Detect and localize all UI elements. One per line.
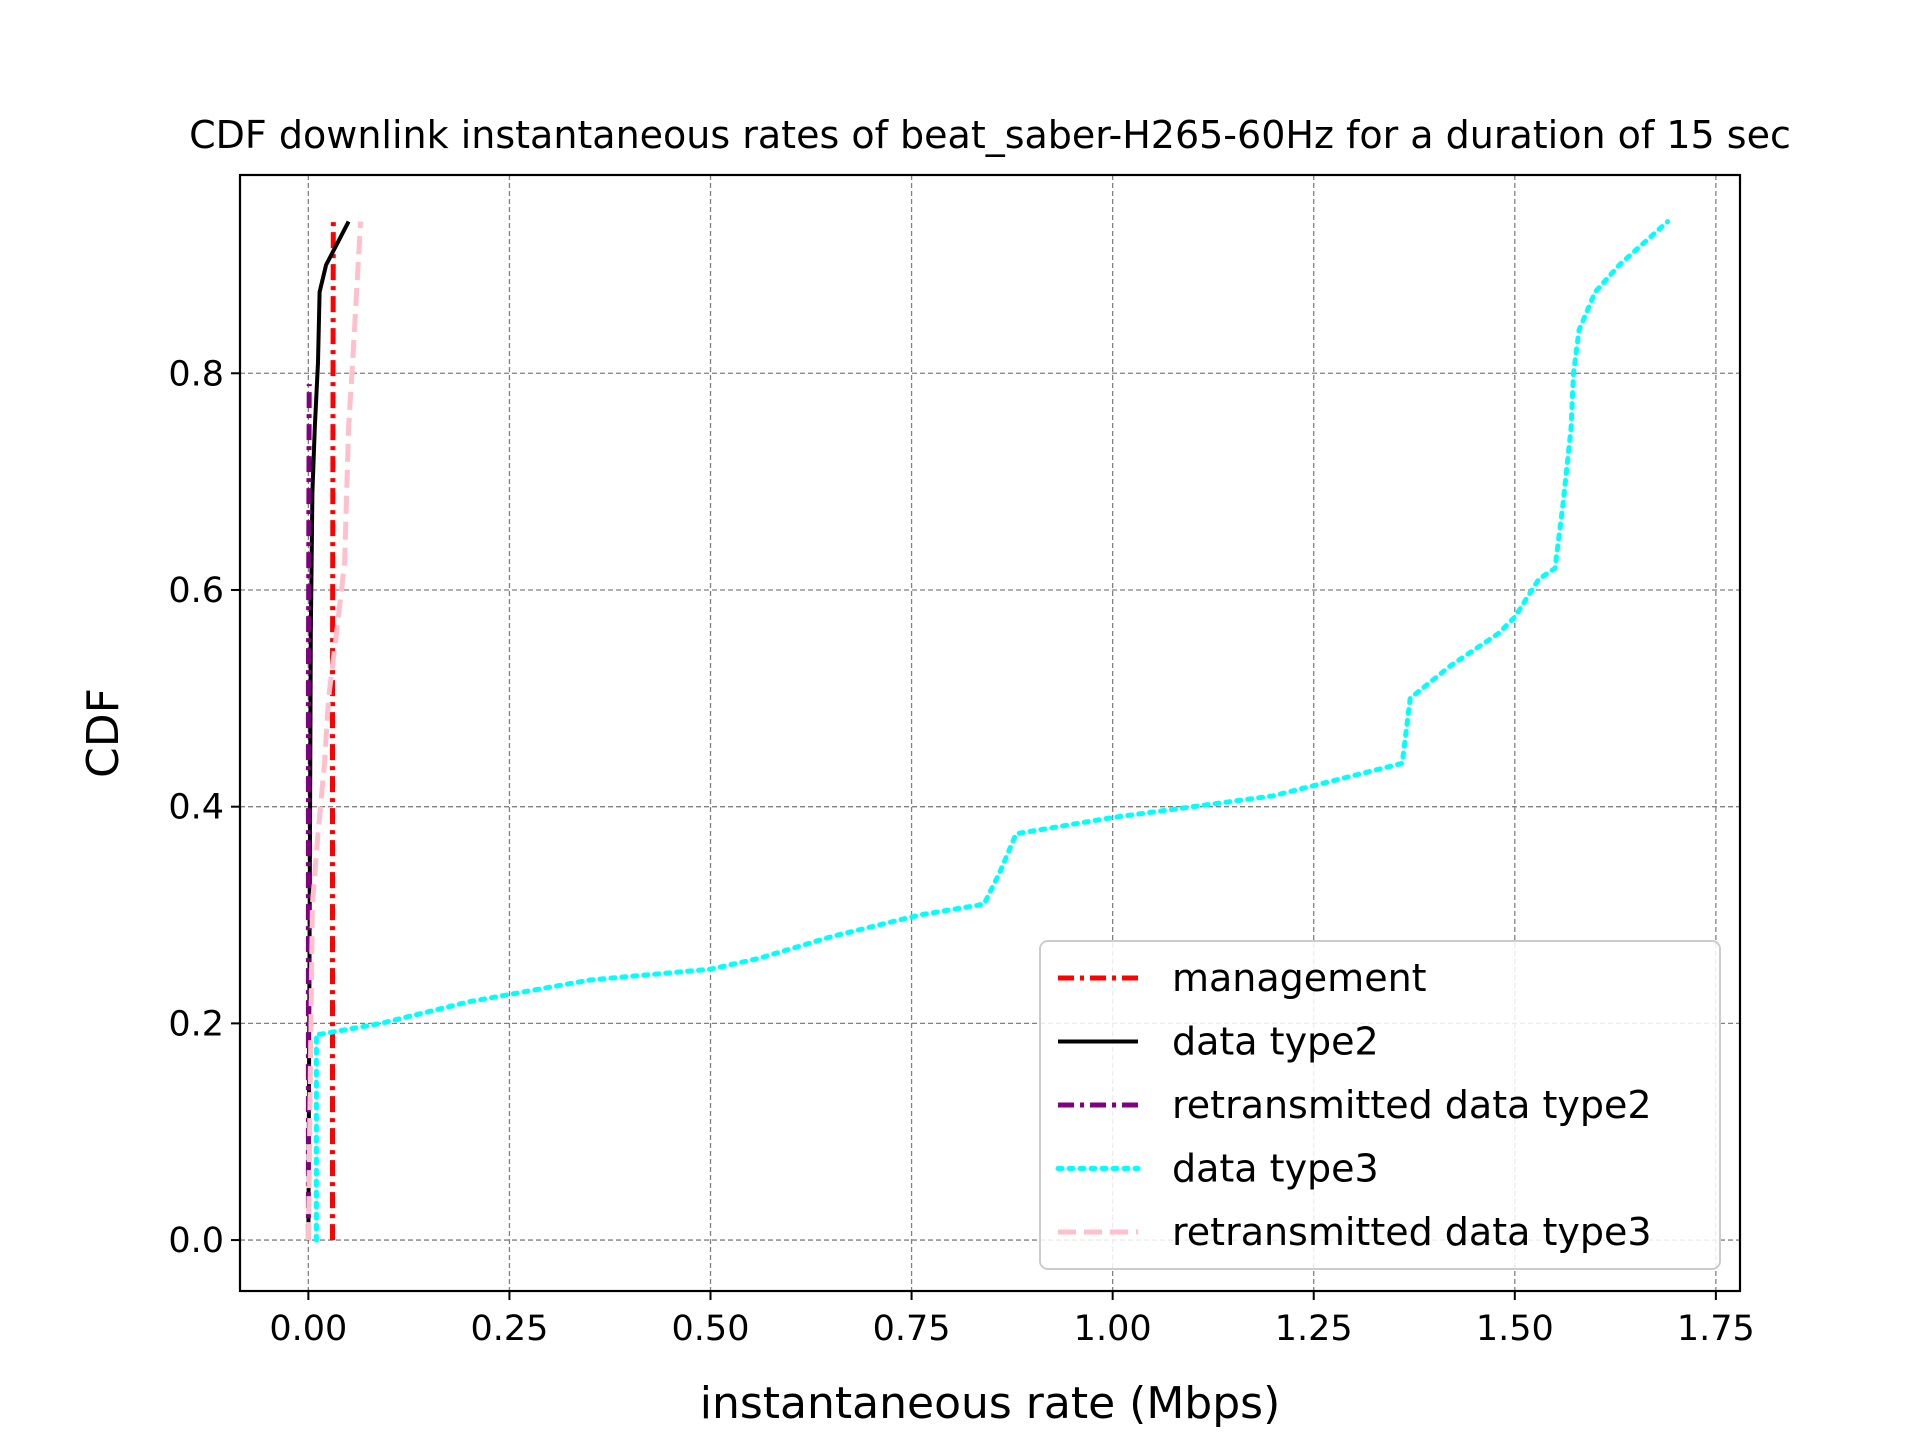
legend-label-1: management [1172, 956, 1427, 1000]
y-tick-label: 0.0 [168, 1221, 224, 1261]
y-tick-label: 0.6 [168, 571, 224, 611]
legend-label-2: data type2 [1172, 1020, 1379, 1064]
x-tick-label: 1.00 [1074, 1309, 1152, 1349]
x-tick-label: 0.00 [269, 1309, 347, 1349]
x-tick-label: 1.75 [1677, 1309, 1755, 1349]
chart-title: CDF downlink instantaneous rates of beat… [189, 113, 1791, 157]
legend-label-5: retransmitted data type3 [1172, 1210, 1652, 1254]
x-tick-label: 1.50 [1476, 1309, 1554, 1349]
x-tick-label: 0.75 [873, 1309, 951, 1349]
plot-frame [238, 173, 1742, 1293]
x-tick-label: 1.25 [1275, 1309, 1353, 1349]
x-tick-label: 0.25 [470, 1309, 548, 1349]
series-line-3 [305, 384, 312, 1241]
legend-label-3: retransmitted data type2 [1172, 1083, 1652, 1127]
x-tick-label: 0.50 [672, 1309, 750, 1349]
y-tick-label: 0.8 [168, 354, 224, 394]
y-tick-label: 0.4 [168, 788, 224, 828]
series-line-2 [306, 220, 351, 1241]
x-axis-label: instantaneous rate (Mbps) [700, 1378, 1280, 1429]
legend-label-4: data type3 [1172, 1147, 1379, 1191]
legend-entries: management data type2 retransmitted data t… [1055, 956, 1652, 1254]
y-tick-label: 0.2 [168, 1004, 224, 1044]
legend: management data type2 retransmitted data t… [1039, 940, 1721, 1270]
series-line-5 [305, 221, 364, 1241]
legend-box [1039, 940, 1721, 1270]
series-line-4 [313, 219, 1671, 1243]
y-axis-label: CDF [78, 688, 129, 778]
series-lines [305, 219, 1671, 1243]
axis-ticks: 0.00 0.25 0.50 0.75 1.00 1.25 1.50 1.75 0.0 0.2 0.… [168, 354, 1755, 1349]
